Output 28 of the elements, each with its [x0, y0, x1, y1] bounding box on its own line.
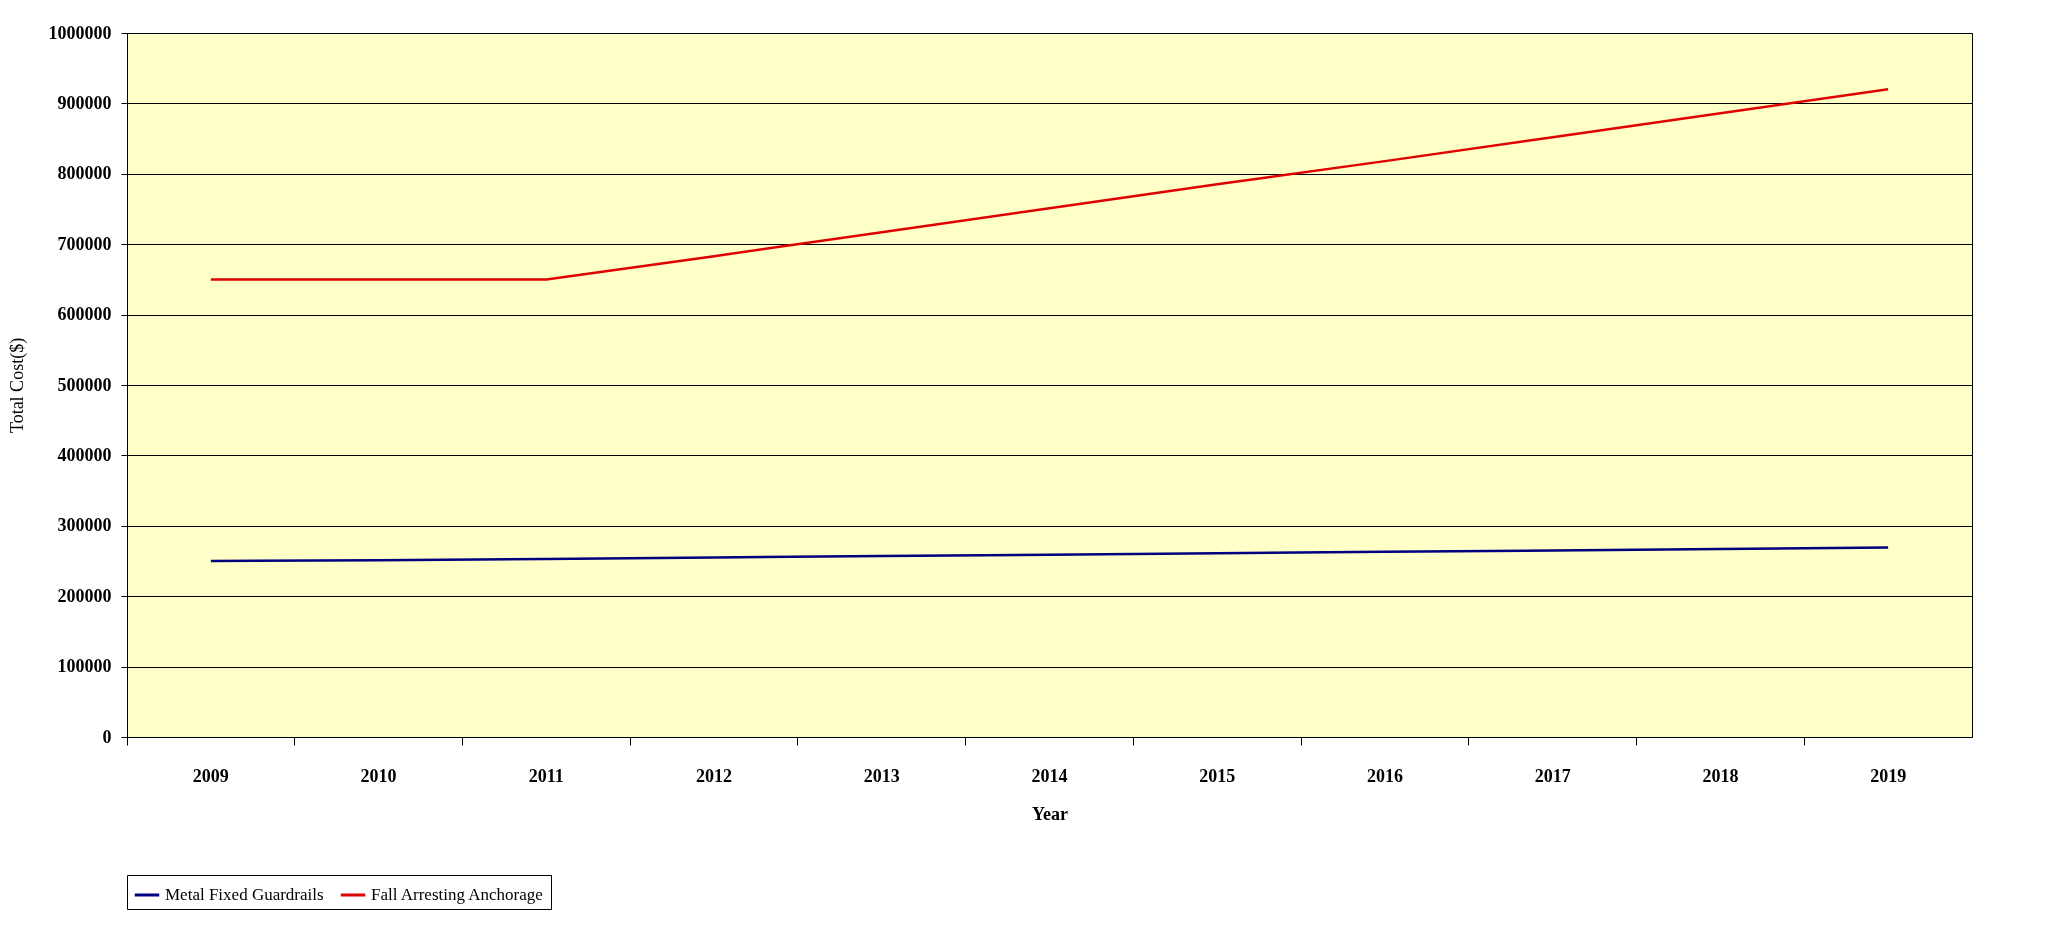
x-tick-label: 2012	[696, 765, 733, 786]
x-tick-label: 2018	[1702, 765, 1739, 786]
y-tick-label: 800000	[57, 163, 112, 184]
y-tick-label: 500000	[57, 374, 112, 395]
x-tick-label: 2010	[360, 765, 397, 786]
y-tick-label: 300000	[57, 515, 112, 536]
x-tick-label: 2016	[1366, 765, 1403, 786]
y-tick-label: 0	[102, 726, 112, 747]
x-axis-title: Year	[1032, 803, 1068, 824]
line-series	[209, 88, 1890, 281]
legend-label: Fall Arresting Anchorage	[371, 885, 543, 904]
x-tick-label: 2011	[528, 765, 564, 786]
x-tick-label: 2019	[1870, 765, 1907, 786]
y-tick-label: 100000	[57, 656, 112, 677]
y-tick-label: 600000	[57, 304, 112, 325]
y-tick-label: 400000	[57, 444, 112, 465]
y-tick-label: 900000	[57, 92, 112, 113]
x-tick-label: 2014	[1031, 765, 1068, 786]
x-tick-label: 2017	[1534, 765, 1571, 786]
y-tick-label: 700000	[57, 233, 112, 254]
x-tick-label: 2013	[863, 765, 900, 786]
y-axis-title: Total Cost($)	[6, 337, 28, 434]
y-tick-label: 200000	[57, 585, 112, 606]
y-tick-label: 1000000	[48, 22, 112, 43]
line-series	[209, 546, 1890, 563]
legend-label: Metal Fixed Guardrails	[165, 885, 324, 904]
x-tick-label: 2009	[192, 765, 229, 786]
x-tick-label: 2015	[1199, 765, 1236, 786]
